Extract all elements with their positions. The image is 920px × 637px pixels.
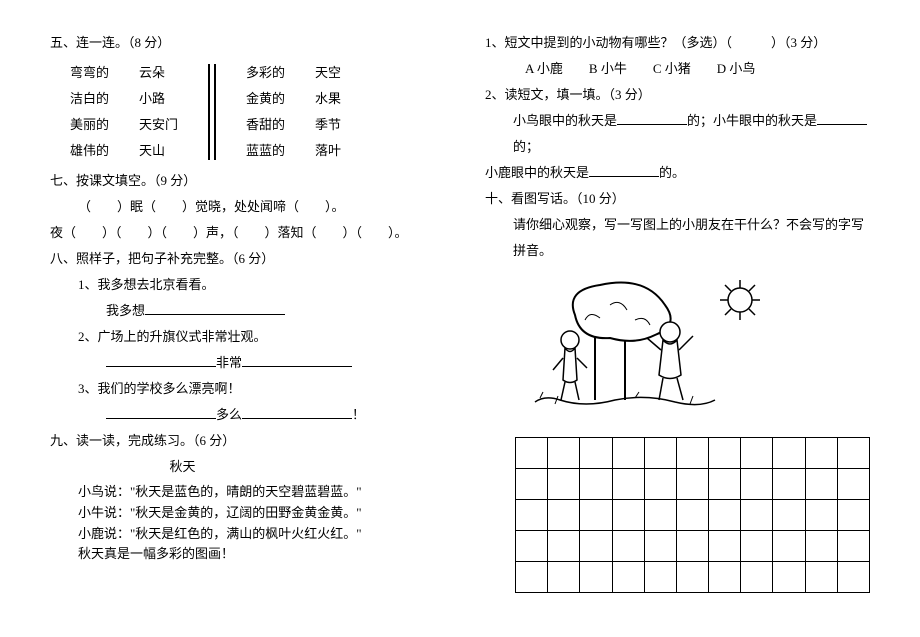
r2: 2、读短文，填一填。（3 分） [485, 82, 870, 108]
r1-options: A 小鹿 B 小牛 C 小猪 D 小鸟 [525, 56, 870, 82]
blank[interactable] [242, 353, 352, 367]
q9-l1: 小鸟说："秋天是蓝色的，晴朗的天空碧蓝碧蓝。" [78, 482, 435, 503]
cell: 水果 [315, 86, 341, 112]
blank[interactable] [817, 111, 867, 125]
blank[interactable] [617, 111, 687, 125]
blank[interactable] [106, 353, 216, 367]
cell: 弯弯的 [70, 60, 109, 86]
blank[interactable] [242, 405, 352, 419]
q5-colC: 多彩的 金黄的 香甜的 蓝蓝的 [246, 60, 285, 164]
q10-title: 十、看图写话。（10 分） [485, 186, 870, 212]
q8-3: 3、我们的学校多么漂亮啊！ [78, 376, 435, 402]
cell: 云朵 [139, 60, 178, 86]
q8-title: 八、照样子，把句子补充完整。（6 分） [50, 246, 435, 272]
cell: 蓝蓝的 [246, 138, 285, 164]
q9-text: 小鸟说："秋天是蓝色的，晴朗的天空碧蓝碧蓝。" 小牛说："秋天是金黄的，辽阔的田… [78, 482, 435, 565]
cell: 美丽的 [70, 112, 109, 138]
q5-colA: 弯弯的 洁白的 美丽的 雄伟的 [70, 60, 109, 164]
q8-2: 2、广场上的升旗仪式非常壮观。 [78, 324, 435, 350]
q7-line2: 夜（ ）（ ）（ ）声，（ ）落知（ ）（ ）。 [50, 220, 435, 246]
q8-2b: 非常 [106, 350, 435, 376]
divider-bar [208, 64, 216, 160]
r2-line2: 小鹿眼中的秋天是 的。 [485, 160, 870, 186]
q8-3b-end: ！ [352, 407, 365, 422]
cell: 季节 [315, 112, 341, 138]
q9-l2: 小牛说："秋天是金黄的，辽阔的田野金黄金黄。" [78, 503, 435, 524]
q7-line1: （ ）眠（ ）觉晓，处处闻啼（ ）。 [78, 194, 435, 220]
q5-title: 五、连一连。（8 分） [50, 30, 435, 56]
q10-desc: 请你细心观察，写一写图上的小朋友在干什么？不会写的字写拼音。 [513, 212, 870, 264]
cell: 天山 [139, 138, 178, 164]
q8-3b-mid: 多么 [216, 407, 242, 422]
cell: 金黄的 [246, 86, 285, 112]
r2-b: 的；小牛眼中的秋天是 [687, 113, 817, 128]
writing-grid[interactable] [515, 437, 870, 593]
picture-illustration [515, 270, 870, 429]
cell: 天安门 [139, 112, 178, 138]
cell: 洁白的 [70, 86, 109, 112]
q9-poem-title: 秋天 [50, 454, 315, 480]
q9-l4: 秋天真是一幅多彩的图画！ [78, 544, 435, 565]
q8-2b-mid: 非常 [216, 355, 242, 370]
q7-title: 七、按课文填空。（9 分） [50, 168, 435, 194]
q8-1b: 我多想 [106, 298, 435, 324]
q9-title: 九、读一读，完成练习。（6 分） [50, 428, 435, 454]
r1: 1、短文中提到的小动物有哪些？（多选）（ ）（3 分） [485, 30, 870, 56]
cell: 天空 [315, 60, 341, 86]
r2-line1: 小鸟眼中的秋天是 的；小牛眼中的秋天是的； [513, 108, 870, 160]
r2-c: 的； [513, 139, 539, 154]
cell: 小路 [139, 86, 178, 112]
cell: 多彩的 [246, 60, 285, 86]
blank[interactable] [145, 301, 285, 315]
cell: 雄伟的 [70, 138, 109, 164]
q5-colB: 云朵 小路 天安门 天山 [139, 60, 178, 164]
q5-colD: 天空 水果 季节 落叶 [315, 60, 341, 164]
cell: 落叶 [315, 138, 341, 164]
blank[interactable] [106, 405, 216, 419]
q8-1b-pre: 我多想 [106, 303, 145, 318]
q5-match: 弯弯的 洁白的 美丽的 雄伟的 云朵 小路 天安门 天山 多彩的 金黄的 香甜的… [70, 60, 435, 164]
r2-2b: 的。 [659, 165, 685, 180]
q8-3b: 多么 ！ [106, 402, 435, 428]
blank[interactable] [589, 163, 659, 177]
cell: 香甜的 [246, 112, 285, 138]
q8-1: 1、我多想去北京看看。 [78, 272, 435, 298]
r2-a: 小鸟眼中的秋天是 [513, 113, 617, 128]
q9-l3: 小鹿说："秋天是红色的，满山的枫叶火红火红。" [78, 524, 435, 545]
r2-2a: 小鹿眼中的秋天是 [485, 165, 589, 180]
